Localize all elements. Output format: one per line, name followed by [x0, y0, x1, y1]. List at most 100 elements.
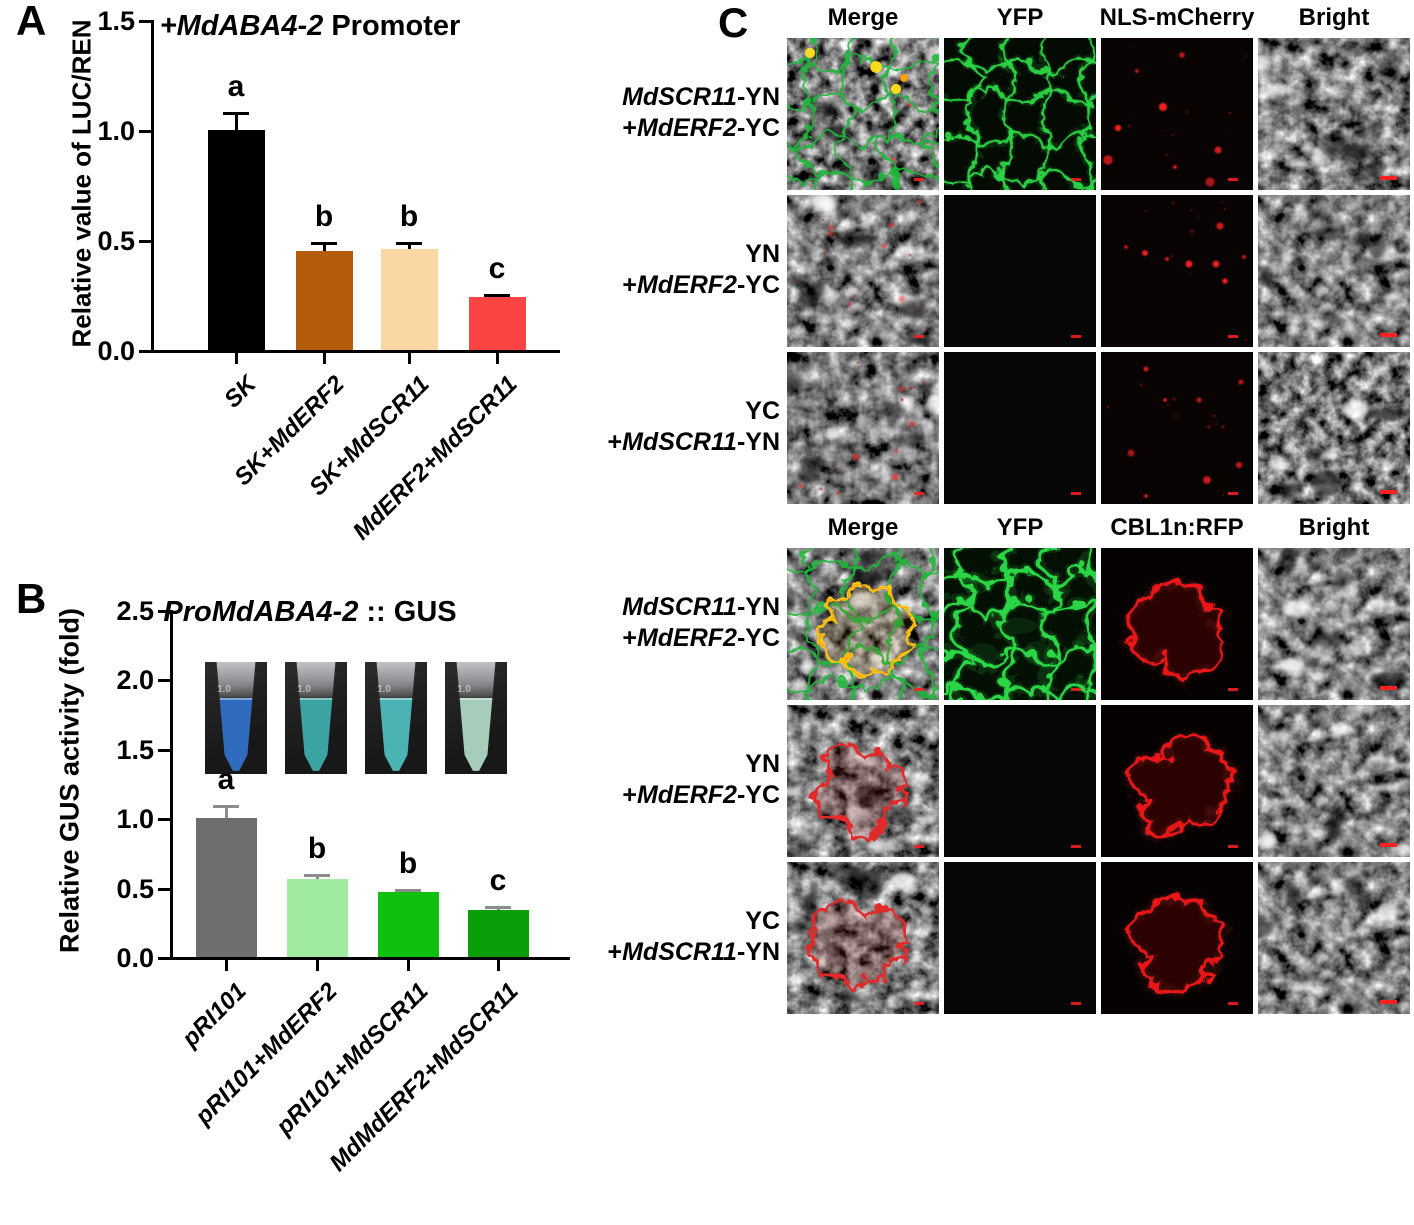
- column-header: YFP: [996, 4, 1044, 31]
- micrograph-merge-dots: [787, 352, 939, 504]
- panel-label-a: A: [16, 0, 47, 44]
- text-part: -YN: [736, 593, 780, 621]
- micrograph-bright: [1258, 705, 1410, 857]
- y-axis: [170, 609, 173, 960]
- microcentrifuge-tube: [456, 662, 496, 771]
- x-tick: [495, 353, 499, 364]
- tube-liquid: [457, 697, 495, 771]
- row-label: MdSCR11-YN +MdERF2-YC: [550, 82, 780, 144]
- y-tick-label: 1.5: [116, 734, 154, 765]
- micrograph-bright: [1258, 195, 1410, 347]
- text-part: -YN: [736, 83, 780, 111]
- error-bar-cap: [484, 293, 510, 297]
- text-part: YC: [745, 907, 780, 935]
- text-part: :: GUS: [358, 596, 457, 628]
- micrograph-dark: [944, 705, 1096, 857]
- row-label: YN +MdERF2-YC: [550, 239, 780, 301]
- sig-letter: c: [488, 251, 506, 285]
- chart-title: ProMdABA4-2 :: GUS: [140, 596, 480, 629]
- micrograph-rfp-cell: [1101, 862, 1253, 1014]
- error-bar-cap: [304, 873, 330, 877]
- text-part: +: [622, 624, 637, 652]
- row-label-line: YC: [550, 906, 780, 937]
- row-label: MdSCR11-YN +MdERF2-YC: [550, 592, 780, 654]
- italic-text-part: ProMdABA4-2: [163, 596, 359, 628]
- italic-text-part: MdSCR11: [622, 83, 737, 111]
- tube-graduation-label: 1.0: [297, 684, 311, 695]
- gus-tube-photo: 1.0: [205, 662, 267, 774]
- microcentrifuge-tube: [216, 662, 256, 771]
- text-part: YN: [745, 750, 780, 778]
- micrograph-bright: [1258, 862, 1410, 1014]
- y-tick: [139, 240, 151, 243]
- y-tick-label: 2.5: [116, 595, 154, 626]
- y-tick-label: 0.0: [116, 943, 154, 973]
- y-tick: [139, 350, 151, 353]
- x-tick: [407, 353, 411, 364]
- tube-graduation-label: 1.0: [217, 684, 231, 695]
- micrograph-dark: [944, 862, 1096, 1014]
- gus-tube-photo: 1.0: [365, 662, 427, 774]
- y-tick: [158, 957, 170, 960]
- tube-liquid: [297, 697, 335, 771]
- bar: [207, 130, 265, 350]
- error-bar-cap: [396, 242, 422, 246]
- text-part: +: [622, 271, 637, 299]
- micrograph-merge-green: [787, 38, 939, 190]
- error-bar-line: [407, 242, 411, 249]
- x-tick-label: MdERF2+MdSCR11: [347, 370, 523, 546]
- text-part: YC: [745, 397, 780, 425]
- y-tick-label: 1.5: [97, 6, 135, 36]
- row-label-line: +MdERF2-YC: [550, 113, 780, 144]
- error-bar-cap: [485, 905, 511, 909]
- y-tick-label: 0.5: [116, 873, 154, 904]
- x-tick: [322, 353, 326, 364]
- error-bar-cap: [311, 242, 337, 246]
- x-tick: [315, 960, 319, 971]
- text-part: -YC: [736, 271, 780, 299]
- column-header: Bright: [1298, 4, 1370, 31]
- bar: [295, 251, 353, 350]
- sig-letter: b: [399, 200, 419, 234]
- x-tick-label: MdMdERF2+MdSCR11: [324, 977, 524, 1177]
- x-tick-label: SK: [219, 370, 262, 414]
- y-tick: [139, 20, 151, 23]
- y-tick: [158, 818, 170, 821]
- micrograph-merge-bifc: [787, 548, 939, 700]
- error-bar-cap: [223, 112, 249, 116]
- x-tick: [234, 353, 238, 364]
- sig-letter: a: [227, 70, 245, 104]
- sig-letter: b: [398, 846, 418, 880]
- micrograph-bright: [1258, 38, 1410, 190]
- tube-liquid: [217, 697, 255, 771]
- y-tick-label: 1.0: [97, 116, 135, 146]
- gus-tube-photo: 1.0: [445, 662, 507, 774]
- micrograph-merge-dots: [787, 195, 939, 347]
- y-tick-label: 1.0: [116, 804, 154, 834]
- micrograph-bright: [1258, 548, 1410, 700]
- column-header: Merge: [827, 514, 899, 541]
- micrograph-red-dots: [1101, 195, 1253, 347]
- row-label: YC +MdSCR11-YN: [550, 906, 780, 968]
- chart-title: +MdABA4-2 Promoter: [140, 10, 480, 43]
- x-axis: [170, 957, 570, 960]
- error-bar-cap: [213, 805, 239, 809]
- text-part: +: [607, 428, 623, 456]
- text-part: -YC: [736, 114, 780, 142]
- panel-label-c: C: [718, 0, 749, 46]
- text-part: YN: [745, 240, 780, 268]
- tube-graduation-label: 1.0: [377, 684, 391, 695]
- micrograph-red-dots: [1101, 38, 1253, 190]
- italic-text-part: MdSCR11: [622, 428, 737, 456]
- micrograph-dark: [944, 195, 1096, 347]
- italic-text-part: MdERF2: [636, 781, 737, 809]
- micrograph-rfp-cell: [1101, 705, 1253, 857]
- micrograph-red-dots: [1101, 352, 1253, 504]
- y-tick: [158, 748, 170, 752]
- bar: [286, 879, 348, 957]
- row-label: YN +MdERF2-YC: [550, 749, 780, 811]
- text-part: Promoter: [323, 10, 461, 42]
- x-axis: [151, 350, 560, 353]
- gus-tube-photo: 1.0: [285, 662, 347, 774]
- text-part: -YN: [736, 428, 780, 456]
